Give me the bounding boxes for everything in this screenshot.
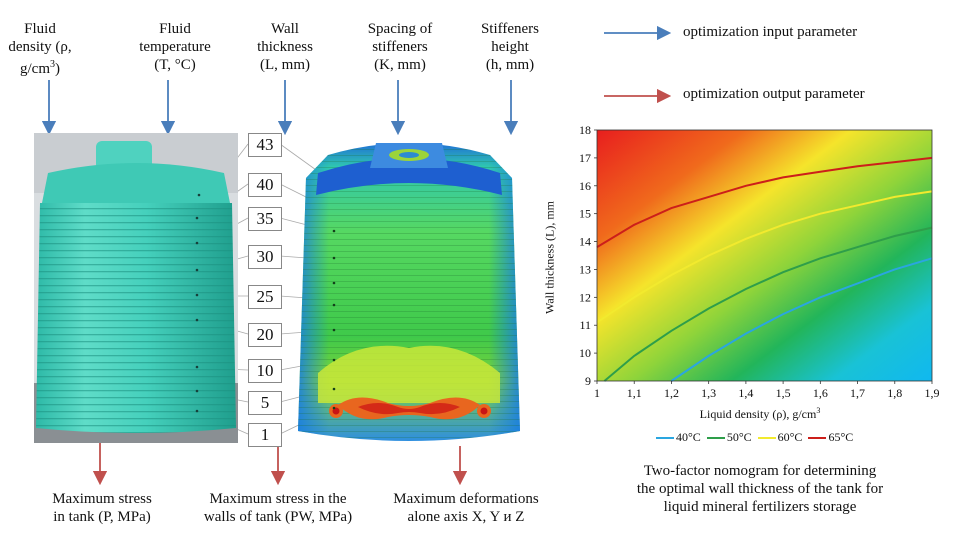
label-max-stress-tank: Maximum stress in tank (P, MPa) (22, 490, 182, 526)
density-line2: density (ρ, (8, 39, 72, 55)
label-max-stress-walls: Maximum stress in the walls of tank (PW,… (180, 490, 376, 526)
y-tick-label: 16 (579, 179, 591, 193)
label-fluid-temperature: Fluid temperature (T, °C) (125, 20, 225, 74)
label-fluid-density: Fluid density (ρ, g/cm3) (0, 20, 80, 78)
caption-line1: Two-factor nomogram for determining (643, 463, 877, 479)
spacing-line1: Spacing of (367, 21, 433, 37)
caption-line3: liquid mineral fertilizers storage (663, 499, 857, 515)
label-stiffener-spacing: Spacing of stiffeners (K, mm) (352, 20, 448, 74)
y-tick-label: 10 (579, 346, 591, 360)
height-line3: (h, mm) (485, 57, 535, 73)
spacing-line2: stiffeners (372, 39, 428, 55)
thickness-value-5: 5 (248, 391, 282, 415)
wall-stress-line1: Maximum stress in the (209, 491, 347, 507)
chart-legend: 40°C 50°C 60°C 65°C (656, 430, 853, 445)
x-tick-label: 1,9 (925, 386, 940, 400)
label-stiffener-height: Stiffeners height (h, mm) (462, 20, 558, 74)
density-line3: g/cm3) (20, 59, 60, 77)
nomogram-svg: 1 1,1 1,2 1,3 1,4 1,5 1,6 1,7 1,8 1,9 9 10 11 12 13 14 1… (579, 123, 940, 400)
nomogram-chart: 1 1,1 1,2 1,3 1,4 1,5 1,6 1,7 1,8 1,9 9 10 11 12 13 14 1… (540, 120, 960, 460)
thickness-value-43: 43 (248, 133, 282, 157)
stress-line2: in tank (P, MPa) (53, 509, 151, 525)
photo-tank-drawing (34, 133, 238, 443)
x-axis-title: Liquid density (ρ), g/cm3 (699, 406, 821, 421)
x-tick-label: 1,4 (738, 386, 753, 400)
thickness-value-40: 40 (248, 173, 282, 197)
x-tick-label: 1 (594, 386, 600, 400)
y-tick-label: 12 (579, 290, 591, 304)
spacing-line3: (K, mm) (374, 57, 426, 73)
wall-line1: Wall (271, 21, 299, 37)
thickness-value-20: 20 (248, 323, 282, 347)
temperature-line2: temperature (139, 39, 211, 55)
y-tick-label: 15 (579, 207, 591, 221)
legend-item-65: 65°C (808, 430, 853, 445)
legend-item-60: 60°C (757, 430, 802, 445)
x-tick-label: 1,2 (664, 386, 679, 400)
series-line-2 (596, 190, 933, 324)
legend-output-label: optimization output parameter (683, 86, 865, 102)
x-tick-label: 1,5 (776, 386, 791, 400)
height-line2: height (491, 39, 529, 55)
y-tick-label: 9 (585, 374, 591, 388)
legend-input-label: optimization input parameter (683, 24, 858, 40)
x-tick-label: 1,7 (850, 386, 865, 400)
x-tick-label: 1,1 (627, 386, 642, 400)
thickness-value-25: 25 (248, 285, 282, 309)
density-line1: Fluid (24, 21, 56, 37)
legend-item-40: 40°C (656, 430, 701, 445)
plot-frame (596, 129, 933, 382)
thickness-value-1: 1 (248, 423, 282, 447)
thickness-value-10: 10 (248, 359, 282, 383)
y-axis-title: Wall thickness (L), mm (542, 201, 557, 315)
legend-item-50: 50°C (706, 430, 752, 445)
heatmap-background (597, 130, 932, 381)
stress-line1: Maximum stress (52, 491, 152, 507)
thickness-value-35: 35 (248, 207, 282, 231)
x-tick-label: 1,3 (701, 386, 716, 400)
photo-tank-image (34, 133, 238, 443)
y-tick-label: 13 (579, 262, 591, 276)
wall-line3: (L, mm) (260, 57, 310, 73)
fem-tank-image (298, 133, 520, 445)
temperature-line3: (T, °C) (154, 57, 196, 73)
deform-line2: alone axis X, Y и Z (407, 509, 525, 525)
label-max-deformations: Maximum deformations alone axis X, Y и Z (378, 490, 554, 526)
x-tick-label: 1,6 (813, 386, 828, 400)
deform-line1: Maximum deformations (393, 491, 539, 507)
label-wall-thickness: Wall thickness (L, mm) (240, 20, 330, 74)
fem-tank-drawing (298, 143, 520, 441)
temperature-line1: Fluid (159, 21, 191, 37)
x-tick-label: 1,8 (887, 386, 902, 400)
series-line-3 (596, 156, 933, 248)
height-line1: Stiffeners (480, 21, 540, 37)
y-tick-label: 11 (579, 318, 591, 332)
thickness-value-30: 30 (248, 245, 282, 269)
wall-line2: thickness (257, 39, 313, 55)
y-tick-label: 18 (579, 123, 591, 137)
series-line-1 (603, 226, 933, 382)
nomogram-caption: Two-factor nomogram for determining the … (580, 462, 940, 516)
y-tick-label: 17 (579, 151, 591, 165)
caption-line2: the optimal wall thickness of the tank f… (636, 481, 884, 497)
wall-stress-line2: walls of tank (PW, MPa) (203, 509, 353, 525)
series-line-0 (670, 257, 933, 382)
y-tick-label: 14 (579, 235, 591, 249)
